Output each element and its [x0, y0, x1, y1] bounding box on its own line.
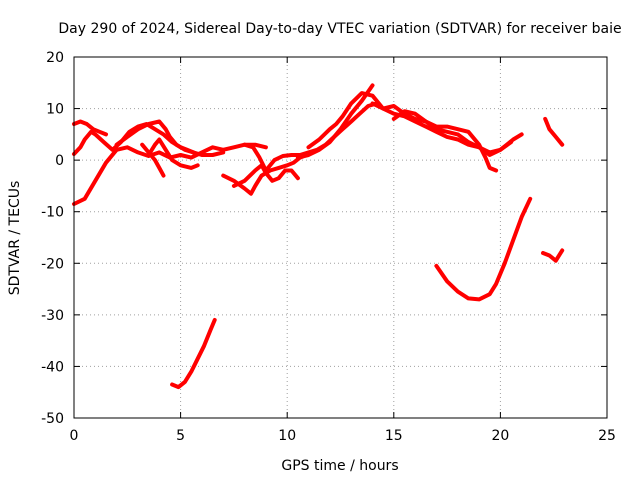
- x-tick-label: 15: [385, 428, 403, 444]
- series-line-s15: [434, 196, 533, 302]
- grid: [74, 57, 607, 418]
- y-tick-label: -20: [41, 256, 64, 272]
- y-tick-label: 20: [46, 50, 64, 66]
- series-line-s5: [140, 142, 166, 178]
- series-line-s12: [306, 91, 514, 155]
- y-axis: -50 -40 -30 -20 -10 0 10 20: [41, 50, 607, 427]
- series-line-s13: [370, 101, 524, 157]
- series-line-s4: [114, 119, 226, 157]
- x-axis: 0 5 10 15 20 25: [70, 57, 616, 444]
- series-line-s2: [72, 119, 108, 137]
- series-group: [72, 83, 565, 390]
- x-tick-label: 0: [70, 428, 79, 444]
- y-axis-label: SDTVAR / TECUs: [7, 181, 23, 296]
- series-line-s16: [541, 248, 565, 263]
- x-tick-label: 25: [598, 428, 616, 444]
- series-line-s17: [543, 116, 565, 147]
- series-line-s14: [391, 109, 499, 173]
- series-line-s6: [146, 137, 200, 170]
- series-line-s10: [242, 101, 379, 173]
- series-line-s9: [231, 163, 300, 188]
- x-axis-label: GPS time / hours: [281, 458, 398, 474]
- plot-frame: [73, 56, 608, 419]
- y-tick-label: -10: [41, 205, 64, 221]
- x-tick-label: 5: [176, 428, 185, 444]
- y-tick-label: -30: [41, 308, 64, 324]
- y-tick-label: -40: [41, 359, 64, 375]
- series-line-s11: [295, 83, 375, 160]
- x-tick-label: 20: [491, 428, 509, 444]
- y-tick-label: 0: [55, 153, 64, 169]
- series-line-s7: [170, 318, 217, 390]
- chart-title: Day 290 of 2024, Sidereal Day-to-day VTE…: [58, 21, 621, 37]
- y-tick-label: 10: [46, 102, 64, 118]
- x-tick-label: 10: [278, 428, 296, 444]
- y-tick-label: -50: [41, 411, 64, 427]
